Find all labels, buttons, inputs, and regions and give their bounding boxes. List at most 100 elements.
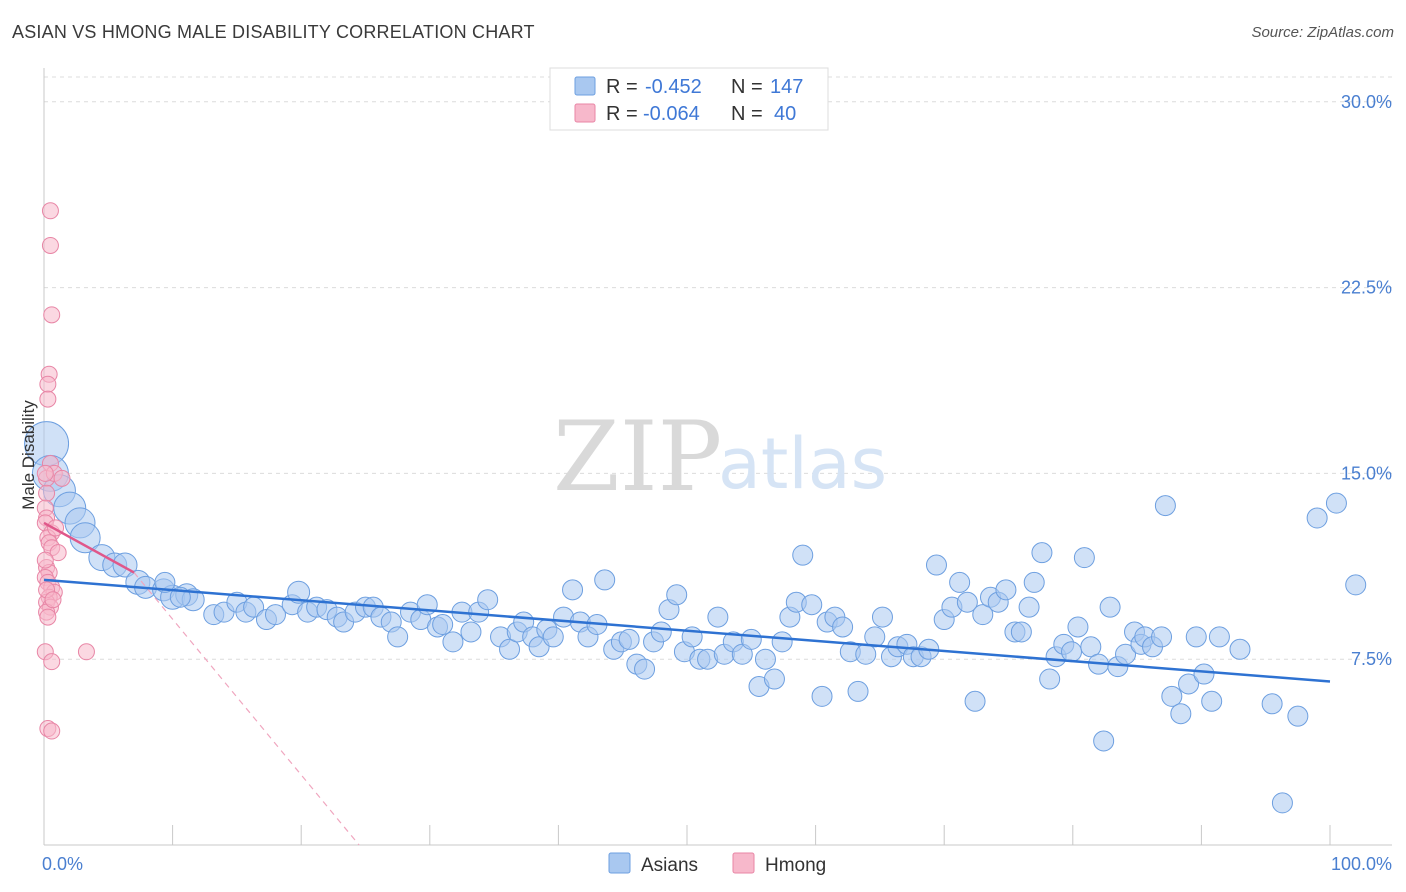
asians-point[interactable] — [832, 616, 854, 638]
asians-point[interactable] — [1099, 596, 1121, 618]
asians-point[interactable] — [1161, 685, 1183, 707]
asians-point[interactable] — [972, 604, 994, 626]
asians-point[interactable] — [763, 668, 785, 690]
asians-point[interactable] — [864, 626, 886, 648]
bottom-legend-label-asians[interactable]: Asians — [641, 855, 698, 876]
hmong-point[interactable] — [36, 551, 54, 569]
hmong-point[interactable] — [43, 306, 61, 324]
asians-point[interactable] — [442, 631, 464, 653]
asians-point[interactable] — [542, 626, 564, 648]
hmong-point[interactable] — [38, 484, 56, 502]
hmong-point[interactable] — [39, 390, 57, 408]
asians-point[interactable] — [811, 685, 833, 707]
asians-point[interactable] — [387, 626, 409, 648]
hmong-point[interactable] — [36, 464, 54, 482]
asians-point[interactable] — [562, 579, 584, 601]
asians-point[interactable] — [792, 544, 814, 566]
hmong-point[interactable] — [43, 722, 61, 740]
hmong-point[interactable] — [53, 469, 71, 487]
asians-point[interactable] — [634, 658, 656, 680]
asians-point[interactable] — [871, 606, 893, 628]
hmong-point[interactable] — [41, 202, 59, 220]
x-tick-label: 100.0% — [1331, 854, 1392, 874]
y-tick-label: 15.0% — [1341, 463, 1392, 483]
bottom-legend-label-hmong[interactable]: Hmong — [765, 855, 826, 876]
hmong-point[interactable] — [44, 591, 62, 609]
bottom-legend-swatch-asians[interactable] — [608, 852, 631, 874]
asians-point[interactable] — [1018, 596, 1040, 618]
asians-point[interactable] — [1170, 703, 1192, 725]
asians-point[interactable] — [771, 631, 793, 653]
asians-point[interactable] — [264, 604, 286, 626]
asians-point[interactable] — [964, 690, 986, 712]
asians-point[interactable] — [477, 589, 499, 611]
asians-point[interactable] — [949, 571, 971, 593]
asians-point[interactable] — [1271, 792, 1293, 814]
asians-point[interactable] — [1031, 542, 1053, 564]
watermark-atlas: atlas — [718, 423, 887, 505]
asians-trend-line — [43, 578, 1331, 683]
asians-point[interactable] — [1185, 626, 1207, 648]
legend-n-value-hmong: 40 — [774, 103, 796, 125]
asians-point[interactable] — [1154, 495, 1176, 517]
asians-point[interactable] — [594, 569, 616, 591]
asians-point[interactable] — [1151, 626, 1173, 648]
asians-point[interactable] — [1073, 547, 1095, 569]
asians-point[interactable] — [1039, 668, 1061, 690]
watermark: ZIP atlas — [553, 401, 887, 513]
asians-point[interactable] — [1287, 705, 1309, 727]
asians-point[interactable] — [1261, 693, 1283, 715]
asians-point[interactable] — [1208, 626, 1230, 648]
asians-point[interactable] — [618, 628, 640, 650]
asians-point[interactable] — [1229, 638, 1251, 660]
asians-point[interactable] — [707, 606, 729, 628]
asians-point[interactable] — [754, 648, 776, 670]
legend-swatch-asians — [574, 76, 596, 96]
hmong-point[interactable] — [43, 653, 61, 671]
asians-point[interactable] — [855, 643, 877, 665]
trend-layer — [43, 521, 1331, 846]
asians-point[interactable] — [1306, 507, 1328, 529]
asians-point[interactable] — [154, 571, 176, 593]
asians-point[interactable] — [460, 621, 482, 643]
y-tick-label: 7.5% — [1351, 649, 1392, 669]
asians-point[interactable] — [995, 579, 1017, 601]
legend-r-label-asians: R = — [606, 76, 638, 98]
asians-point[interactable] — [666, 584, 688, 606]
asians-point[interactable] — [1193, 663, 1215, 685]
asians-point[interactable] — [499, 638, 521, 660]
asians-point[interactable] — [1201, 690, 1223, 712]
asians-point[interactable] — [1080, 636, 1102, 658]
legend-r-label-hmong: R = — [606, 103, 638, 125]
asians-point[interactable] — [1093, 730, 1115, 752]
asians-point[interactable] — [956, 591, 978, 613]
chart-title: ASIAN VS HMONG MALE DISABILITY CORRELATI… — [12, 22, 535, 42]
hmong-point[interactable] — [39, 375, 57, 393]
series-hmong — [36, 202, 95, 740]
asians-point[interactable] — [432, 614, 454, 636]
legend-n-label-hmong: N = — [731, 103, 763, 125]
asians-point[interactable] — [1178, 673, 1200, 695]
hmong-point[interactable] — [77, 643, 95, 661]
asians-point[interactable] — [1345, 574, 1367, 596]
asians-point[interactable] — [650, 621, 672, 643]
legend-frame — [549, 67, 829, 131]
legend-n-label-asians: N = — [731, 76, 763, 98]
asians-point[interactable] — [1010, 621, 1032, 643]
asians-point[interactable] — [287, 580, 311, 604]
asians-point[interactable] — [847, 680, 869, 702]
asians-point[interactable] — [1325, 492, 1347, 514]
asians-point[interactable] — [801, 594, 823, 616]
legend-swatch-hmong — [574, 103, 596, 123]
asians-point[interactable] — [1023, 571, 1045, 593]
hmong-point[interactable] — [39, 608, 57, 626]
hmong-point[interactable] — [41, 236, 59, 254]
source-label: Source: ZipAtlas.com — [1251, 24, 1394, 41]
asians-point[interactable] — [1061, 641, 1083, 663]
hmong-point[interactable] — [49, 544, 67, 562]
asians-point[interactable] — [1067, 616, 1089, 638]
asians-point[interactable] — [925, 554, 947, 576]
bottom-legend-swatch-hmong[interactable] — [732, 852, 755, 874]
asians-point[interactable] — [740, 628, 762, 650]
